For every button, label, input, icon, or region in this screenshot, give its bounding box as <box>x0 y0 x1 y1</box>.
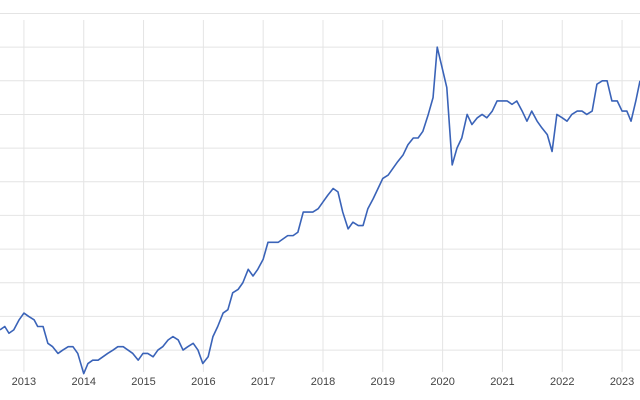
data-line <box>0 46 640 375</box>
x-tick-label: 2020 <box>430 376 454 388</box>
x-tick-label: 2023 <box>610 376 634 388</box>
x-tick-label: 2017 <box>251 376 275 388</box>
x-tick-label: 2014 <box>71 376 95 388</box>
x-tick-label: 2022 <box>550 376 574 388</box>
x-tick-label: 2015 <box>131 376 155 388</box>
x-tick-label: 2018 <box>311 376 335 388</box>
x-tick-label: 2013 <box>12 376 36 388</box>
x-tick-label: 2016 <box>191 376 215 388</box>
x-tick-label: 2019 <box>371 376 395 388</box>
x-tick-label: 2021 <box>490 376 514 388</box>
